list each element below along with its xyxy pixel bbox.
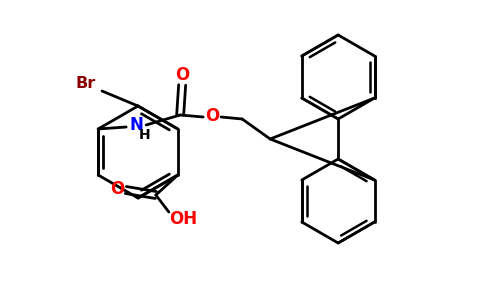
Text: O: O: [110, 180, 124, 198]
Text: O: O: [205, 107, 219, 125]
Text: H: H: [138, 128, 150, 142]
Text: N: N: [129, 116, 143, 134]
Text: Br: Br: [76, 76, 96, 92]
Text: OH: OH: [169, 210, 197, 228]
Text: O: O: [175, 66, 189, 84]
